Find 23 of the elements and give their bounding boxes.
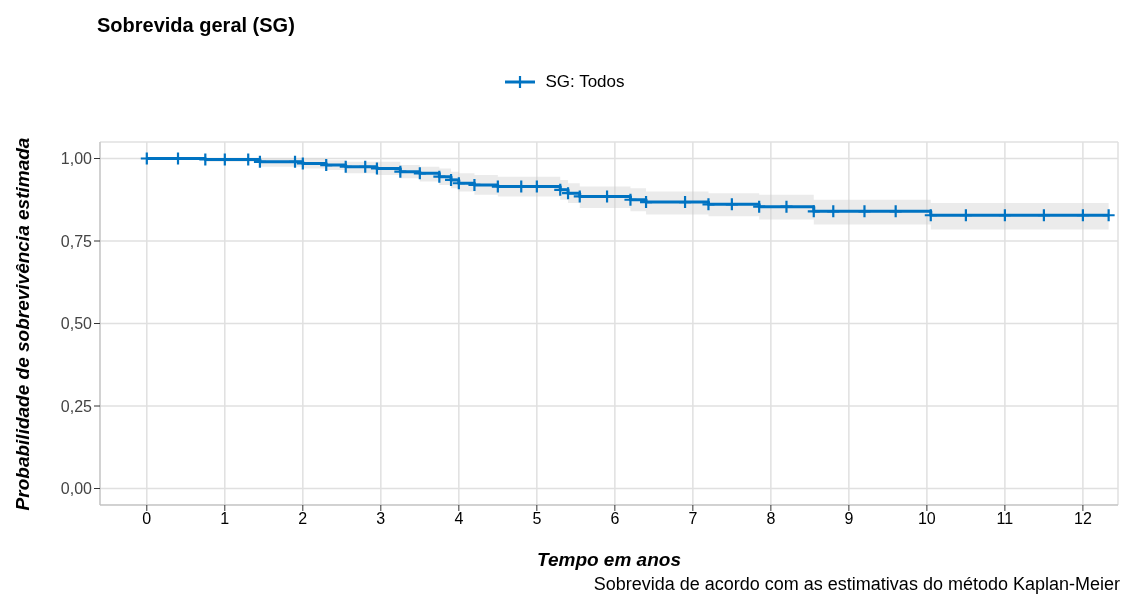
y-tick-label: 1,00 xyxy=(60,150,93,168)
x-tick-label: 9 xyxy=(844,510,854,528)
chart-title: Sobrevida geral (SG) xyxy=(97,14,295,37)
x-tick-label: 7 xyxy=(688,510,698,528)
x-tick-label: 2 xyxy=(298,510,308,528)
x-tick-label: 8 xyxy=(766,510,776,528)
x-tick-label: 12 xyxy=(1074,510,1092,528)
x-tick-label: 3 xyxy=(376,510,386,528)
y-axis-title: Probabilidade de sobrevivência estimada xyxy=(12,137,34,510)
x-tick-label: 11 xyxy=(996,510,1014,528)
y-tick-label: 0,00 xyxy=(60,480,93,498)
x-tick-label: 5 xyxy=(532,510,542,528)
x-tick-label: 10 xyxy=(917,510,936,528)
x-tick-label: 6 xyxy=(610,510,620,528)
y-tick-label: 0,25 xyxy=(60,397,93,415)
y-tick-label: 0,75 xyxy=(60,232,93,250)
legend-label: SG: Todos xyxy=(545,72,625,92)
x-tick-label: 1 xyxy=(220,510,230,528)
y-tick-label: 0,50 xyxy=(60,315,93,333)
text: Sobrevida de acordo com as estimativas do método Kaplan-Meier xyxy=(593,574,1120,595)
x-axis-title: Tempo em anos xyxy=(537,549,681,570)
x-tick-label: 4 xyxy=(454,510,464,528)
x-tick-label: 0 xyxy=(142,510,152,528)
